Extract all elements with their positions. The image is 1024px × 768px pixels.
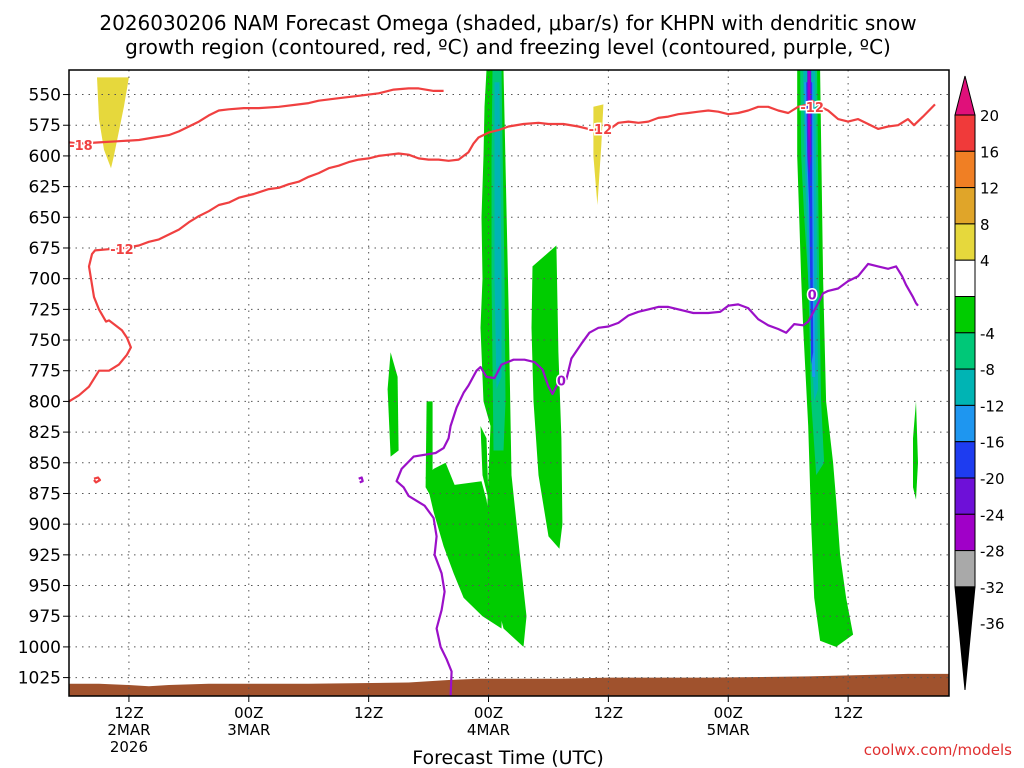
colorbar-label--36: -36 <box>980 615 1005 633</box>
dgz-contour-0 <box>69 87 444 145</box>
colorbar-swatch-7 <box>954 368 976 406</box>
y-tick-label-1000: 1000 <box>18 638 61 658</box>
terrain-layer <box>69 673 949 696</box>
plot-frame <box>68 69 950 697</box>
x-tick-label-84-0: 12Z <box>833 704 862 722</box>
y-tick-label-600: 600 <box>29 147 61 167</box>
freezing-contour-1 <box>358 476 364 484</box>
y-tick-label-675: 675 <box>29 239 61 259</box>
y-tick-label-825: 825 <box>29 423 61 443</box>
colorbar-swatch-8 <box>954 404 976 443</box>
colorbar-swatch-5 <box>954 296 976 334</box>
omega-region-11 <box>913 401 918 500</box>
x-tick-label-24-1: 3MAR <box>227 721 270 739</box>
colorbar-label--24: -24 <box>980 506 1005 524</box>
freezing-contour-label-0: 0 <box>557 375 566 390</box>
y-tick-label-850: 850 <box>29 454 61 474</box>
omega-region-9 <box>480 426 489 500</box>
colorbar-label--32: -32 <box>980 579 1005 597</box>
colorbar-swatch-1 <box>954 150 976 189</box>
colorbar-swatch-0 <box>954 114 976 152</box>
y-tick-label-900: 900 <box>29 515 61 535</box>
watermark: coolwx.com/models <box>864 741 1012 759</box>
x-tick-label-60-0: 12Z <box>594 704 623 722</box>
grid-layer <box>69 70 949 696</box>
x-tick-label-48-1: 4MAR <box>467 721 510 739</box>
omega-region-5 <box>425 462 503 629</box>
colorbar: 20 16 12 8 4 -4 -8 -12 -16 -20 -24 -28 -32 -36 <box>954 75 1005 691</box>
y-tick-label-775: 775 <box>29 362 61 382</box>
colorbar-swatch-4 <box>954 259 976 298</box>
y-tick-label-925: 925 <box>29 546 61 566</box>
y-tick-label-550: 550 <box>29 86 61 106</box>
x-tick-label-72-1: 5MAR <box>707 721 750 739</box>
dgz-contour-label-1: -12 <box>110 243 134 258</box>
colorbar-label-4: 4 <box>980 252 990 270</box>
y-tick-label-950: 950 <box>29 577 61 597</box>
colorbar-label-8: 8 <box>980 216 990 234</box>
x-tick-label-12-2: 2026 <box>110 738 148 756</box>
y-tick-label-700: 700 <box>29 270 61 290</box>
colorbar-label-16: 16 <box>980 143 999 161</box>
omega-region-14 <box>494 82 502 390</box>
colorbar-label--4: -4 <box>980 325 995 343</box>
colorbar-label--16: -16 <box>980 434 1005 452</box>
y-tick-label-725: 725 <box>29 300 61 320</box>
freezing-contour-0 <box>395 262 919 696</box>
omega-region-0 <box>97 77 129 169</box>
colorbar-label--12: -12 <box>980 397 1005 415</box>
y-tick-label-1025: 1025 <box>18 669 61 689</box>
colorbar-label-12: 12 <box>980 180 999 198</box>
x-tick-label-36-0: 12Z <box>354 704 383 722</box>
contour-layer: -18 -12 0 -12 -12 0 <box>69 87 936 696</box>
dgz-contour-1 <box>69 99 936 403</box>
y-tick-label-875: 875 <box>29 484 61 504</box>
colorbar-swatch-2 <box>954 187 976 225</box>
dgz-contour-label-0: -18 <box>69 139 93 154</box>
x-tick-label-48-0: 00Z <box>474 704 503 722</box>
colorbar-swatch-3 <box>954 223 976 261</box>
y-tick-label-625: 625 <box>29 178 61 198</box>
chart-title-line1: 2026030206 NAM Forecast Omega (shaded, μ… <box>99 11 916 35</box>
y-tick-label-650: 650 <box>29 208 61 228</box>
y-axis: 550 575 600 625 650 675 700 725 750 775 800 825 850 8… <box>18 86 69 689</box>
colorbar-swatch-12 <box>954 550 976 588</box>
chart-title-line2: growth region (contoured, red, ºC) and f… <box>125 35 891 59</box>
colorbar-swatch-10 <box>954 477 976 515</box>
colorbar-swatch-11 <box>954 513 976 552</box>
colorbar-label--28: -28 <box>980 543 1005 561</box>
contour-extra-label-1: -12 <box>800 101 824 116</box>
omega-region-19 <box>808 70 811 144</box>
y-tick-label-750: 750 <box>29 331 61 351</box>
x-tick-label-72-0: 00Z <box>714 704 743 722</box>
colorbar-swatch-9 <box>954 441 976 479</box>
colorbar-label--20: -20 <box>980 470 1005 488</box>
x-axis-label: Forecast Time (UTC) <box>412 747 603 768</box>
omega-region-7 <box>387 352 399 457</box>
colorbar-label-20: 20 <box>980 107 999 125</box>
y-tick-label-800: 800 <box>29 392 61 412</box>
contour-extra-label-0: -12 <box>589 123 613 138</box>
x-tick-label-24-0: 00Z <box>234 704 263 722</box>
y-tick-label-575: 575 <box>29 116 61 136</box>
colorbar-over-arrow <box>954 75 976 116</box>
omega-shading-layer <box>9 70 918 669</box>
omega-region-2 <box>593 104 604 205</box>
omega-region-1 <box>9 657 27 669</box>
contour-extra-label-2: 0 <box>808 289 817 304</box>
colorbar-under-arrow <box>954 586 976 691</box>
x-tick-label-12-1: 2MAR <box>107 721 150 739</box>
omega-region-8 <box>531 245 563 549</box>
omega-region-6 <box>425 401 433 500</box>
colorbar-swatch-6 <box>954 332 976 370</box>
y-tick-label-975: 975 <box>29 607 61 627</box>
colorbar-label--8: -8 <box>980 361 995 379</box>
dgz-contour-2 <box>93 476 102 484</box>
terrain-fill <box>69 673 949 696</box>
x-tick-label-12-0: 12Z <box>114 704 143 722</box>
